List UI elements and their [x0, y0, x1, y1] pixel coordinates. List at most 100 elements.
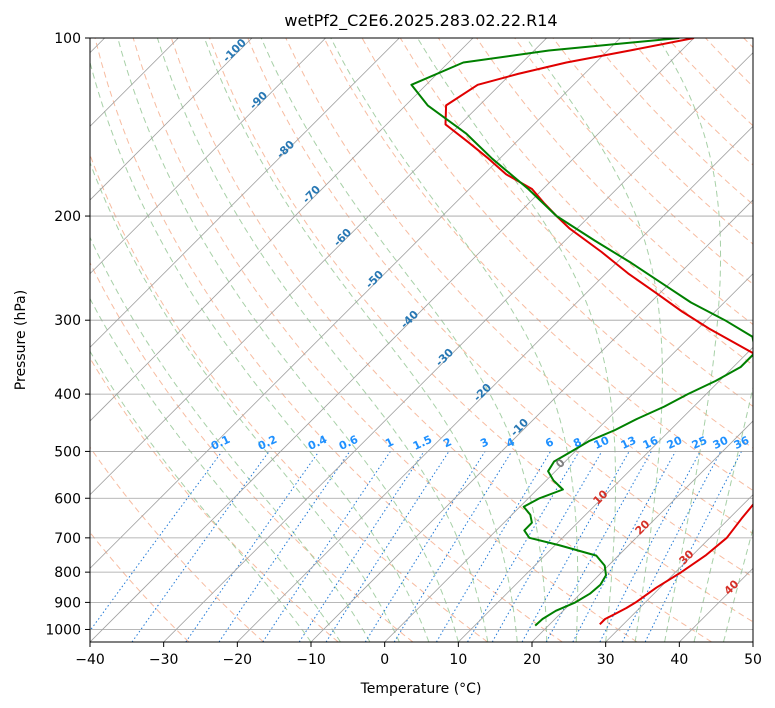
x-tick-label: 20	[523, 652, 541, 668]
isotherm	[458, 346, 753, 642]
mixing-ratio-line	[435, 451, 552, 642]
background-lines	[90, 38, 753, 642]
moist-adiabat	[657, 38, 722, 642]
y-tick-label: 400	[54, 387, 81, 403]
x-axis: −40 −30 −20 −10 0 10 20 30 40 50	[75, 642, 762, 668]
mixing-ratio-label: 30	[711, 434, 731, 452]
mixing-ratio-line	[545, 451, 652, 642]
mixing-ratio-line	[90, 451, 223, 632]
mixing-ratio-label: 0.4	[306, 433, 329, 453]
moist-adiabat	[723, 527, 753, 642]
moist-adiabat-label: -80	[274, 138, 297, 161]
y-axis: 100 200 300 400 500 600 700 800 900 1000	[45, 31, 90, 638]
dry-adiabat	[743, 38, 753, 49]
x-tick-label: −40	[75, 652, 105, 668]
isotherm	[90, 38, 547, 496]
x-tick-label: 50	[744, 652, 762, 668]
mixing-ratio-label: 25	[690, 434, 709, 452]
moist-adiabat-label: -30	[433, 346, 456, 369]
moist-adiabat	[156, 38, 489, 642]
dry-adiabat	[437, 38, 753, 366]
y-tick-label: 700	[54, 531, 81, 547]
mixing-ratio-label: 0.2	[256, 433, 279, 453]
line-labels: -100 -90 -80-70 -60 -50 -40 -30 -20 -10 0.1 0.2 0.4…	[209, 36, 752, 598]
y-axis-title: Pressure (hPa)	[13, 290, 29, 390]
dry-adiabat	[514, 38, 753, 285]
dry-adiabat-label: 40	[722, 577, 742, 597]
dry-adiabat	[323, 38, 753, 492]
chart-title: wetPf2_C2E6.2025.283.02.22.R14	[284, 11, 557, 31]
dry-adiabat-label: 10	[591, 487, 611, 507]
isotherm	[679, 567, 753, 642]
moist-adiabat	[693, 385, 753, 642]
moist-adiabat-label: -60	[331, 226, 354, 249]
plot-frame	[89, 37, 754, 643]
moist-adiabat-label: -40	[398, 308, 421, 331]
dry-adiabat	[90, 261, 414, 642]
mixing-ratio-line	[644, 451, 742, 642]
isotherm	[384, 273, 753, 642]
isotherm	[531, 420, 753, 642]
moist-adiabat-label: -20	[471, 381, 494, 404]
y-tick-label: 300	[54, 313, 81, 329]
mixing-ratio-line	[572, 451, 676, 642]
y-tick-label: 600	[54, 491, 81, 507]
dry-adiabat	[476, 38, 753, 326]
mixing-ratio-label: 1	[383, 435, 395, 450]
moist-adiabat	[90, 60, 430, 642]
moist-adiabat	[203, 38, 518, 642]
isotherm	[163, 52, 753, 642]
moist-adiabat-label: -90	[247, 89, 270, 112]
isotherm	[752, 641, 753, 642]
mixing-ratio-label: 20	[665, 434, 685, 452]
dry-adiabat	[94, 38, 563, 642]
isotherm	[90, 38, 474, 422]
x-tick-label: 30	[597, 652, 615, 668]
y-tick-label: 100	[54, 31, 81, 47]
dry-adiabat	[247, 38, 753, 578]
moist-adiabat-label: -100	[220, 36, 249, 65]
y-tick-label: 800	[54, 565, 81, 581]
isotherm	[90, 38, 253, 201]
x-tick-label: −30	[149, 652, 179, 668]
x-tick-label: −20	[223, 652, 253, 668]
y-tick-label: 1000	[45, 622, 81, 638]
isotherm	[90, 38, 326, 275]
dry-adiabat	[90, 357, 339, 642]
mixing-ratio-label: 16	[641, 434, 661, 452]
dry-adiabat	[170, 38, 712, 642]
mixing-ratio-label: 0.6	[337, 433, 360, 453]
dry-adiabat	[90, 446, 264, 642]
x-tick-label: 10	[449, 652, 467, 668]
x-tick-label: 40	[670, 652, 688, 668]
mixing-ratio-line	[185, 451, 320, 642]
mixing-ratio-line	[393, 451, 513, 642]
moist-adiabat	[117, 38, 459, 642]
y-tick-label: 900	[54, 595, 81, 611]
moist-adiabat	[526, 38, 663, 642]
mixing-ratio-line	[621, 451, 722, 642]
mixing-ratio-line	[262, 451, 391, 642]
moist-adiabat	[90, 236, 371, 642]
isotherm	[310, 199, 753, 642]
x-axis-title: Temperature (°C)	[360, 681, 482, 697]
mixing-ratio-line	[298, 451, 425, 642]
isotherm	[90, 38, 400, 348]
series-lines	[410, 38, 753, 627]
mixing-ratio-label: 8	[571, 435, 583, 450]
isotherm	[90, 38, 621, 569]
mixing-ratio-label: 10	[592, 434, 612, 452]
moist-adiabat	[417, 38, 617, 642]
mixing-ratio-line	[325, 451, 450, 642]
isotherm	[90, 38, 695, 642]
mixing-ratio-label: 13	[619, 434, 638, 452]
y-tick-label: 500	[54, 444, 81, 460]
mixing-ratio-line	[364, 451, 486, 642]
mixing-ratio-label: 3	[478, 435, 490, 450]
moist-adiabat	[90, 161, 400, 642]
mixing-ratio-label: 0.1	[209, 433, 232, 453]
x-tick-label: 0	[380, 652, 389, 668]
moist-adiabat	[90, 297, 341, 642]
mixing-ratio-label: 1.5	[411, 433, 434, 453]
